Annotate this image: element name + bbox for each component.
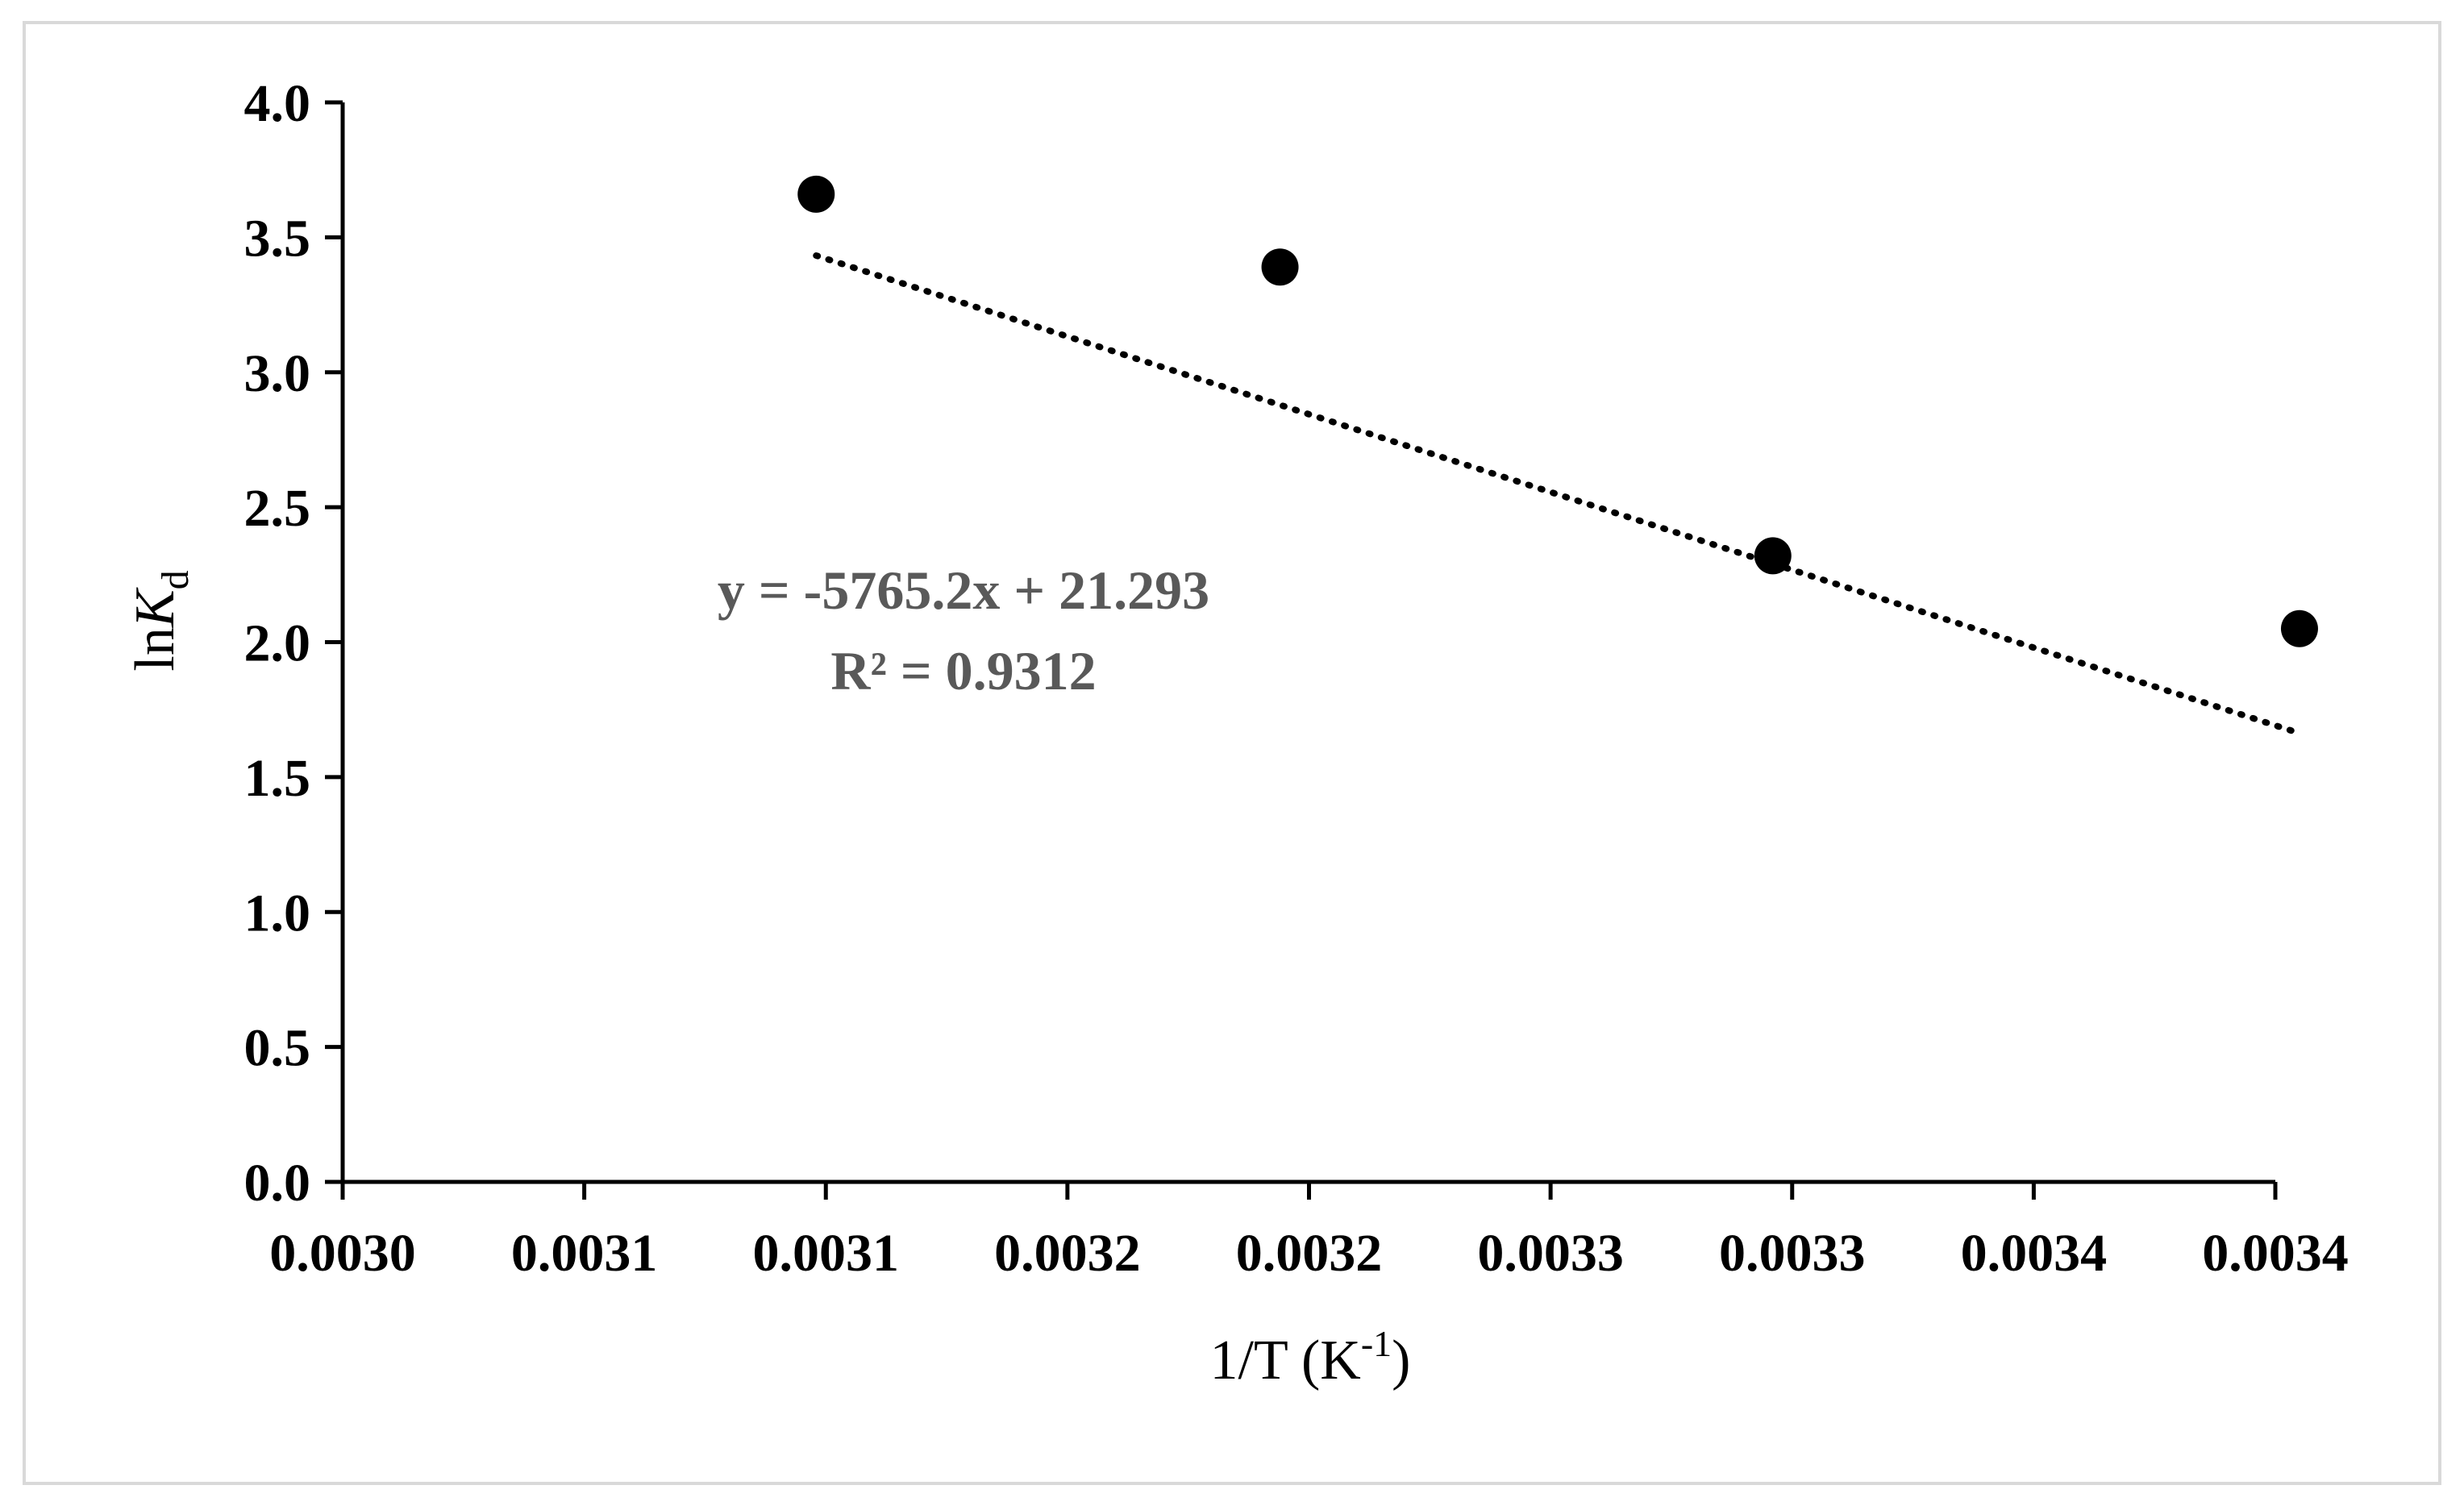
equation-label: y = -5765.2x + 21.293 (718, 560, 1209, 621)
y-tick-label: 2.0 (244, 614, 311, 673)
y-tick-label: 0.0 (244, 1154, 311, 1213)
x-tick-label: 0.0034 (2202, 1224, 2349, 1283)
data-points (797, 175, 2318, 647)
x-tick-label: 0.0032 (994, 1224, 1141, 1283)
x-axis-title-close: ) (1392, 1329, 1410, 1392)
data-point (1754, 537, 1792, 575)
x-axis-ticks: 0.0030 0.0031 0.0031 0.0032 0.0032 0.0033 0.00… (269, 1182, 2349, 1283)
x-tick-label: 0.0030 (269, 1224, 416, 1283)
y-tick-label: 3.0 (244, 344, 311, 403)
x-tick-label: 0.0033 (1477, 1224, 1624, 1283)
y-tick-label: 1.5 (244, 749, 311, 808)
x-tick-label: 0.0031 (511, 1224, 658, 1283)
y-tick-label: 3.5 (244, 209, 311, 268)
x-axis-title-main: 1/T (K (1210, 1329, 1361, 1392)
y-tick-label: 0.5 (244, 1019, 311, 1078)
y-axis-title-main: ln (124, 627, 186, 671)
x-tick-label: 0.0034 (1961, 1224, 2108, 1283)
x-tick-label: 0.0032 (1236, 1224, 1383, 1283)
y-axis-title-sub: d (154, 570, 197, 589)
trendline (813, 252, 2303, 737)
data-point (1261, 248, 1299, 286)
data-point (797, 175, 835, 213)
x-tick-label: 0.0033 (1719, 1224, 1866, 1283)
data-point (2280, 609, 2318, 647)
y-axis-title-italic: K (124, 587, 186, 628)
y-tick-label: 1.0 (244, 884, 311, 942)
y-tick-label: 4.0 (244, 74, 311, 133)
r-squared-label: R² = 0.9312 (830, 640, 1096, 701)
chart-frame (23, 21, 2441, 1485)
y-tick-label: 2.5 (244, 479, 311, 538)
y-axis-title: lnKd (124, 570, 197, 671)
x-axis-title: 1/T (K-1) (1210, 1323, 1411, 1392)
x-axis-title-sup: -1 (1361, 1323, 1392, 1364)
x-tick-label: 0.0031 (753, 1224, 900, 1283)
y-axis-ticks: 0.0 0.5 1.0 1.5 2.0 2.5 3.0 3.5 4.0 (244, 74, 343, 1213)
